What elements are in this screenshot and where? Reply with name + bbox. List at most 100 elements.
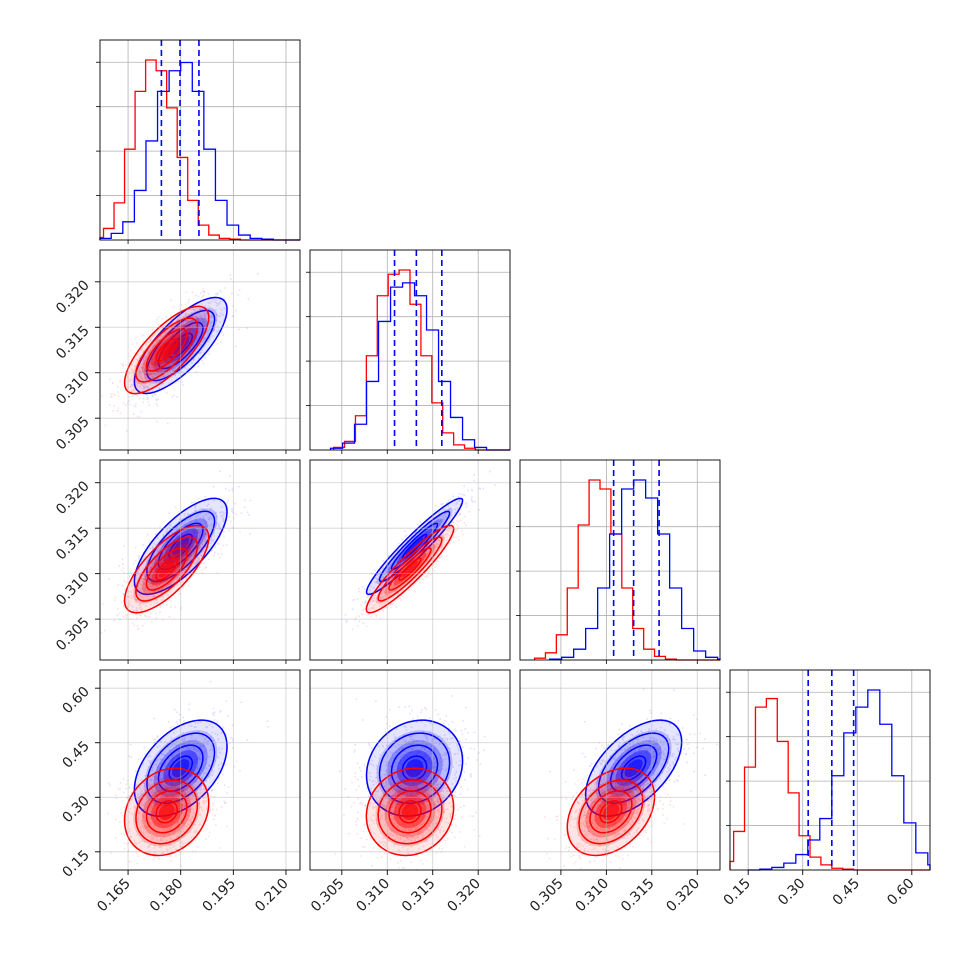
hist-series-blue-2 [548,479,721,660]
contour-blue-3-1-1 [378,732,451,804]
xtick-label-3-2: 0.45 [830,876,863,909]
density-fill-red-3-2-4 [602,803,620,821]
hist-frame-2 [519,459,721,661]
scatter-points-blue-1-0 [110,273,259,432]
xtick-label-2-2: 0.315 [618,876,658,916]
ytick-label-2-3: 0.320 [53,478,93,518]
ytick-label-2-1: 0.310 [53,569,93,609]
xtick-label-3-1: 0.30 [775,876,808,909]
contour-blue-3-2-1 [597,732,670,804]
ytick-label-3-1: 0.30 [59,793,92,826]
ytick-label-3-3: 0.60 [59,684,92,717]
hist-background-2 [520,460,720,660]
scatter-panel-3-1 [309,669,511,871]
contour-red-3-1-0 [365,767,455,857]
density-fill-red-3-1-4 [401,803,419,820]
panel-frame-1-0 [99,249,301,451]
contour-red-3-2-0 [566,767,656,857]
hist-series-blue-3 [747,689,931,871]
contour-blue-2-1-0 [365,497,464,596]
contour-red-1-0-0 [123,305,210,395]
density-fill-red-2-0-4 [158,560,175,578]
xtick-label-1-3: 0.320 [444,876,484,916]
hist-series-blue-0 [99,61,300,241]
xtick-label-1-0: 0.305 [308,876,348,916]
panel-frame-3-0 [99,669,301,871]
contour-blue-3-0-1 [146,732,216,804]
hist-background-3 [730,670,930,870]
xtick-label-2-3: 0.320 [663,876,703,916]
scatter-panel-3-2 [519,669,721,871]
contour-red-2-0-3 [155,557,178,581]
hist-series-blue-1 [329,282,510,451]
contour-blue-1-0-0 [133,296,228,395]
ytick-label-2-0: 0.305 [53,615,93,655]
histogram-panel-1 [306,249,511,451]
hist-background-0 [100,40,300,240]
ytick-label-1-2: 0.315 [53,323,93,363]
contour-red-2-0-2 [145,547,188,591]
xtick-label-0-1: 0.180 [147,876,187,916]
xtick-label-0-0: 0.165 [94,876,134,916]
contour-red-1-0-1 [135,317,199,383]
ytick-label-1-1: 0.310 [53,368,93,408]
panel-content-2-1 [344,470,496,631]
panel-content-2-0 [100,470,252,634]
xtick-label-1-1: 0.310 [353,876,393,916]
contour-blue-3-0-2 [157,744,204,792]
histogram-panel-2 [516,459,721,661]
contour-red-3-1-3 [398,800,422,824]
histogram-panel-0 [96,39,301,241]
xtick-label-2-0: 0.305 [527,876,567,916]
contour-red-2-1-1 [377,536,443,602]
scatter-panel-2-0 [99,459,301,661]
contour-blue-3-2-3 [620,755,647,781]
contour-red-3-1-1 [377,779,443,845]
contour-blue-3-2-2 [609,744,658,792]
density-fill-red-2-1-4 [401,560,419,578]
panel-background-2-0 [100,460,300,660]
ytick-label-2-2: 0.315 [53,524,93,564]
hist-frame-3 [729,669,931,871]
ytick-label-1-0: 0.305 [53,414,93,454]
contour-red-3-0-0 [123,767,210,857]
scatter-panel-3-0 [99,669,301,871]
contour-blue-3-0-0 [133,719,228,817]
ytick-label-3-0: 0.15 [59,847,92,880]
xtick-label-2-1: 0.310 [573,876,613,916]
panel-content-3-1 [334,695,486,870]
contour-blue-3-1-0 [365,719,464,817]
contour-red-3-2-2 [589,790,633,834]
histogram-panel-3 [726,669,931,871]
xtick-label-3-0: 0.15 [721,876,754,909]
xtick-label-3-3: 0.60 [884,876,917,909]
contour-blue-3-0-3 [168,755,194,781]
contour-red-3-2-1 [578,779,644,845]
contour-blue-1-0-2 [157,321,204,370]
contour-red-3-2-3 [599,800,623,824]
panel-frame-3-1 [309,669,511,871]
xtick-label-1-2: 0.315 [399,876,439,916]
contour-blue-1-0-1 [146,309,216,382]
contour-red-3-0-1 [135,779,199,845]
contour-blue-1-0-3 [168,332,194,359]
contour-red-1-0-3 [155,338,178,362]
scatter-panel-2-1 [309,459,511,661]
contour-red-2-1-0 [365,524,455,614]
hist-frame-1 [309,249,511,451]
scatter-points-blue-2-1 [344,470,496,623]
panel-frame-2-1 [309,459,511,661]
density-fill-red-1-0-4 [158,341,175,359]
hist-series-red-1 [332,269,510,451]
panel-content-3-2 [544,688,718,870]
contour-blue-3-1-2 [390,744,439,792]
xtick-label-0-2: 0.195 [199,876,239,916]
ytick-label-3-2: 0.45 [59,738,92,771]
panel-frame-2-0 [99,459,301,661]
ytick-label-1-3: 0.320 [53,277,93,317]
hist-frame-0 [99,39,301,241]
density-fill-blue-2-1-4 [405,537,424,556]
contour-red-2-1-3 [398,557,422,581]
contour-blue-3-1-3 [401,755,428,781]
